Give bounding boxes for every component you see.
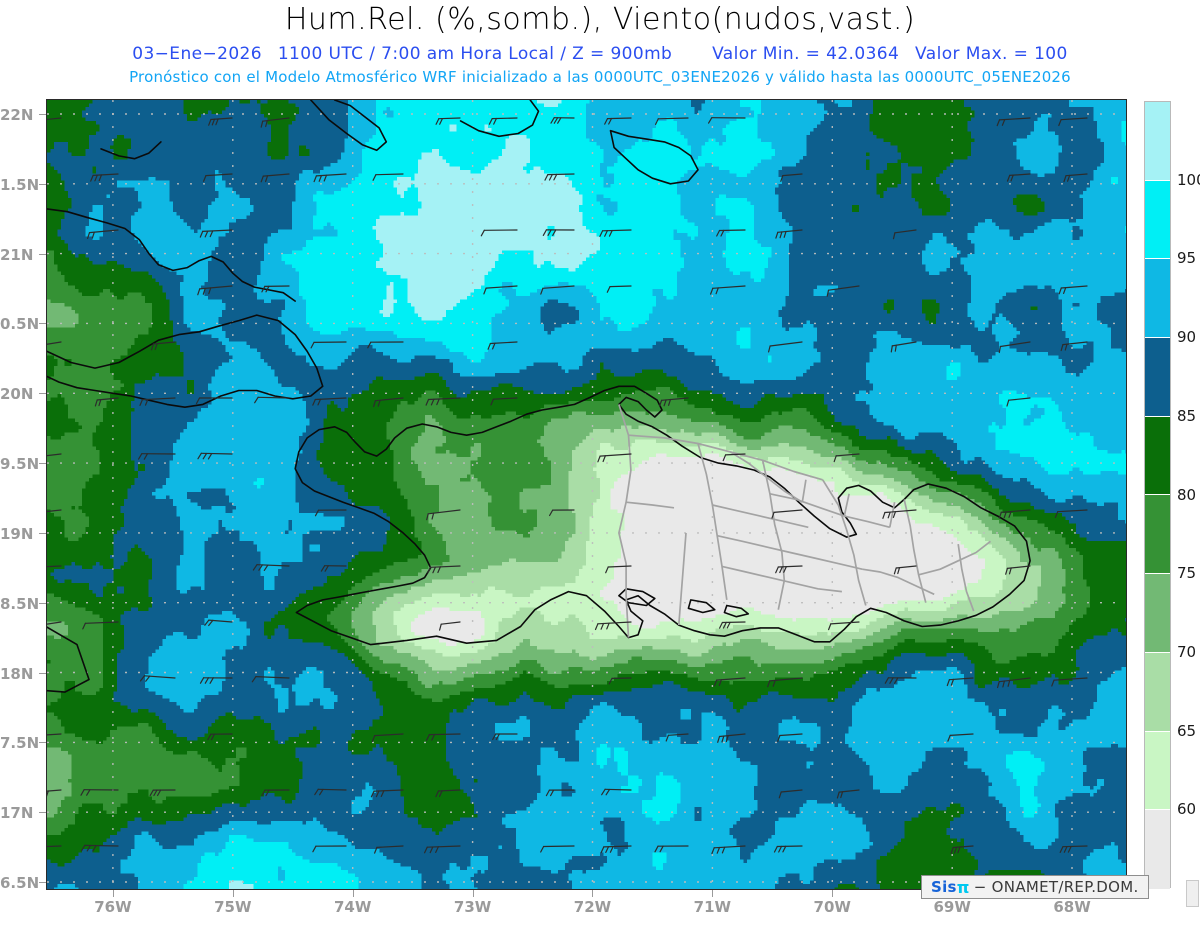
y-axis-tick: [39, 183, 46, 185]
colorbar-band: [1145, 810, 1170, 889]
y-axis-label: 22N: [0, 105, 34, 124]
logo-pi-icon: π: [956, 877, 970, 897]
y-axis-label: 18N: [0, 664, 34, 683]
y-axis-label: 0.5N: [0, 315, 40, 334]
colorbar-tick-label: 65: [1177, 721, 1197, 740]
colorbar-band: [1145, 338, 1170, 417]
y-axis-tick: [39, 672, 46, 674]
logo-sis-text: Sis: [931, 878, 957, 896]
y-axis-label: 8.5N: [0, 594, 40, 613]
x-axis-label: 75W: [214, 898, 252, 916]
weather-map[interactable]: [46, 99, 1127, 890]
colorbar-band: [1145, 416, 1170, 496]
y-axis-label: 19N: [0, 524, 34, 543]
colorbar-tick-label: 70: [1177, 642, 1197, 661]
model-description-line: Pronóstico con el Modelo Atmosférico WRF…: [129, 68, 1071, 86]
colorbar-band: [1145, 652, 1170, 732]
y-axis-label: 7.5N: [0, 734, 40, 753]
colorbar-tick-label: 75: [1177, 564, 1197, 583]
value-max-label: Valor Max. = 100: [915, 44, 1068, 64]
x-axis-tick: [352, 890, 354, 897]
colorbar-tick-label: 60: [1177, 800, 1197, 819]
y-axis-tick: [39, 882, 46, 884]
y-axis-label: 6.5N: [0, 874, 40, 893]
lat-lon-gridlines: [47, 100, 1126, 889]
y-axis-tick: [39, 463, 46, 465]
colorbar-band: [1145, 574, 1170, 653]
colorbar-band: [1145, 731, 1170, 811]
wind-barbs: [47, 117, 1088, 855]
page-title: Hum.Rel. (%,somb.), Viento(nudos,vast.): [284, 2, 916, 37]
colorbar-band: [1145, 102, 1170, 181]
colorbar-tick-label: 80: [1177, 485, 1197, 504]
forecast-meta-line: 03−Ene−2026 1100 UTC / 7:00 am Hora Loca…: [0, 44, 1200, 64]
colorbar-band: [1145, 180, 1170, 260]
forecast-utc-time: 1100 UTC: [277, 44, 364, 64]
y-axis-tick: [39, 532, 46, 534]
y-axis-tick: [39, 393, 46, 395]
colorbar-scroll-track[interactable]: [1186, 880, 1199, 907]
colorbar-tick-label: 90: [1177, 328, 1197, 347]
colorbar-tick-label: 100: [1177, 170, 1200, 189]
onamet-logo: Sis π − ONAMET/REP.DOM.: [921, 875, 1149, 899]
x-axis-tick: [232, 890, 234, 897]
y-axis-tick: [39, 812, 46, 814]
x-axis-label: 69W: [933, 898, 971, 916]
separator-slash-1: /: [369, 44, 376, 64]
x-axis-label: 72W: [573, 898, 612, 916]
humidity-contour-plot: [47, 100, 1126, 889]
x-axis-tick: [712, 890, 714, 897]
y-axis-label: 9.5N: [0, 455, 40, 474]
y-axis-label: 20N: [0, 385, 34, 404]
province-boundaries: [618, 404, 992, 638]
colorbar-band: [1145, 259, 1170, 339]
x-axis-tick: [472, 890, 474, 897]
logo-agency-text: − ONAMET/REP.DOM.: [973, 878, 1139, 896]
x-axis-label: 71W: [693, 898, 732, 916]
humidity-shading: [47, 100, 1126, 889]
forecast-date: 03−Ene−2026: [132, 44, 262, 64]
forecast-local-time: 7:00 am Hora Local: [381, 44, 555, 64]
colorbar-band: [1145, 495, 1170, 575]
y-axis-tick: [39, 323, 46, 325]
x-axis-label: 70W: [813, 898, 851, 916]
y-axis-tick: [39, 602, 46, 604]
x-axis-label: 76W: [94, 898, 132, 916]
y-axis-tick: [39, 742, 46, 744]
y-axis-tick: [39, 113, 46, 115]
colorbar-tick-label: 85: [1177, 406, 1197, 425]
y-axis-label: 1.5N: [0, 175, 40, 194]
y-axis-label: 17N: [0, 804, 34, 823]
value-min-label: Valor Min. = 42.0364: [712, 44, 900, 64]
x-axis-tick: [592, 890, 594, 897]
separator-slash-2: /: [560, 44, 567, 64]
x-axis-label: 73W: [453, 898, 492, 916]
x-axis-tick: [832, 890, 834, 897]
x-axis-label: 74W: [333, 898, 372, 916]
x-axis-tick: [112, 890, 114, 897]
y-axis-label: 21N: [0, 245, 34, 264]
x-axis-label: 68W: [1053, 898, 1091, 916]
colorbar-tick-label: 95: [1177, 249, 1197, 268]
colorbar[interactable]: [1144, 101, 1171, 889]
forecast-level: Z = 900mb: [572, 44, 673, 64]
y-axis-tick: [39, 253, 46, 255]
